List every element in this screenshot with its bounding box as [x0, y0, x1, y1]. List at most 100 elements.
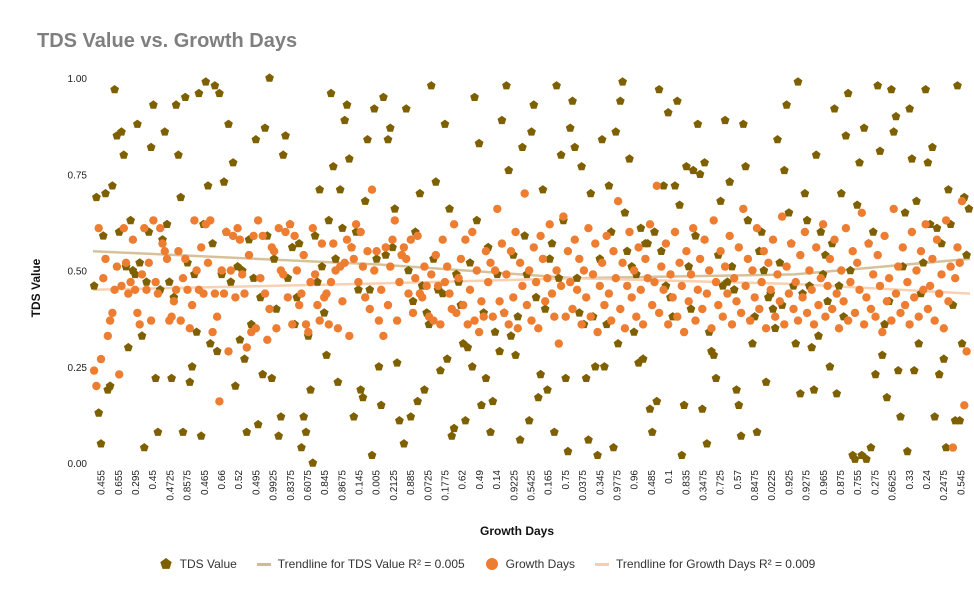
x-tick-label: 0.0375: [578, 470, 589, 501]
growth-days-point: [597, 258, 607, 267]
tds-value-point: [313, 277, 322, 286]
growth-days-point: [593, 327, 602, 337]
growth-days-point: [130, 285, 140, 294]
tds-value-point: [381, 250, 391, 259]
growth-days-point: [144, 258, 153, 267]
growth-days-point: [905, 320, 914, 329]
tds-value-point: [923, 158, 933, 167]
growth-days-point: [657, 262, 666, 271]
growth-days-point: [723, 289, 732, 298]
tds-value-point: [825, 362, 835, 371]
growth-days-point: [616, 304, 625, 314]
growth-days-point: [149, 216, 158, 225]
tds-value-point: [137, 331, 147, 340]
tds-value-point: [108, 181, 117, 190]
circle-marker-icon: [485, 558, 498, 570]
growth-days-point: [399, 243, 409, 252]
growth-days-point: [377, 285, 386, 294]
growth-days-point: [103, 331, 113, 341]
x-tick-label: 0.925: [784, 470, 795, 495]
growth-days-point: [219, 289, 229, 298]
growth-days-point: [242, 343, 251, 352]
x-tick-label: 0.725: [716, 470, 727, 495]
growth-days-point: [914, 312, 923, 321]
x-axis-ticks: 0.455 0.655 0.295 0.45 0.4725 0.8575 0.465 0.66…: [97, 470, 968, 501]
tds-value-point: [333, 377, 343, 386]
growth-days-point: [238, 270, 247, 279]
growth-days-point: [611, 274, 620, 283]
tds-value-point: [226, 277, 236, 286]
growth-days-point: [889, 204, 898, 214]
growth-days-point: [818, 220, 828, 229]
tds-value-point: [586, 188, 596, 198]
growth-days-point: [591, 239, 600, 248]
growth-days-point: [682, 247, 691, 256]
growth-days-point: [602, 231, 611, 241]
growth-days-point: [436, 320, 445, 329]
growth-days-point: [547, 289, 557, 298]
growth-days-point: [846, 277, 855, 287]
tds-value-point: [301, 427, 311, 436]
tds-value-point: [426, 81, 436, 90]
growth-days-point: [766, 285, 775, 294]
growth-days-point: [541, 297, 550, 306]
tds-value-point: [142, 277, 151, 286]
growth-days-point: [529, 243, 538, 252]
growth-days-point: [418, 293, 427, 302]
tds-value-point: [130, 269, 140, 279]
growth-days-point: [274, 224, 283, 233]
x-tick-label: 0.345: [595, 470, 606, 495]
tds-value-point: [502, 81, 511, 90]
growth-days-point: [187, 300, 197, 310]
growth-days-point: [554, 339, 563, 348]
growth-days-point: [89, 366, 99, 375]
x-tick-label: 0.75: [561, 470, 572, 490]
growth-days-point: [183, 285, 192, 294]
x-axis-title: Growth Days: [480, 524, 554, 538]
x-tick-label: 0.005: [372, 470, 383, 495]
x-tick-label: 0.0225: [767, 470, 778, 501]
tds-value-point: [215, 88, 224, 98]
growth-days-point: [641, 254, 650, 264]
growth-days-point: [151, 277, 160, 287]
tds-value-point: [472, 215, 482, 225]
x-tick-label: 0.9225: [509, 470, 520, 501]
growth-days-point: [946, 262, 955, 271]
growth-days-point: [388, 235, 397, 244]
tds-value-point: [716, 196, 725, 205]
tds-value-point: [875, 146, 885, 155]
growth-days-point: [923, 304, 933, 314]
growth-days-point: [413, 231, 422, 241]
growth-days-point: [468, 227, 477, 237]
growth-days-point: [509, 293, 518, 302]
growth-days-point: [288, 320, 297, 329]
tds-value-point: [855, 158, 864, 167]
growth-days-point: [370, 266, 379, 275]
tds-value-point: [251, 135, 261, 144]
growth-days-point: [618, 258, 627, 267]
tds-value-point: [852, 200, 862, 209]
growth-days-point: [814, 300, 823, 310]
growth-days-point: [408, 308, 418, 318]
growth-days-point: [552, 266, 561, 275]
growth-days-point: [404, 289, 413, 298]
tds-value-point: [887, 85, 896, 94]
growth-days-point: [839, 297, 848, 306]
growth-days-point: [900, 300, 910, 310]
growth-days-point: [383, 300, 393, 310]
growth-days-point: [192, 266, 201, 275]
tds-value-point: [882, 392, 892, 402]
growth-days-point: [759, 247, 768, 256]
growth-days-point: [427, 270, 436, 279]
tds-value-point: [686, 304, 696, 313]
growth-days-point: [105, 316, 115, 325]
tds-value-point: [914, 339, 924, 348]
tds-value-point: [185, 377, 195, 386]
tds-value-point: [770, 323, 780, 332]
y-tick-label: 0.75: [68, 170, 88, 181]
tds-value-point: [652, 396, 662, 406]
x-tick-label: 0.45: [148, 470, 159, 490]
growth-days-point: [379, 331, 388, 341]
growth-days-point: [440, 277, 450, 287]
growth-days-point: [260, 289, 270, 298]
